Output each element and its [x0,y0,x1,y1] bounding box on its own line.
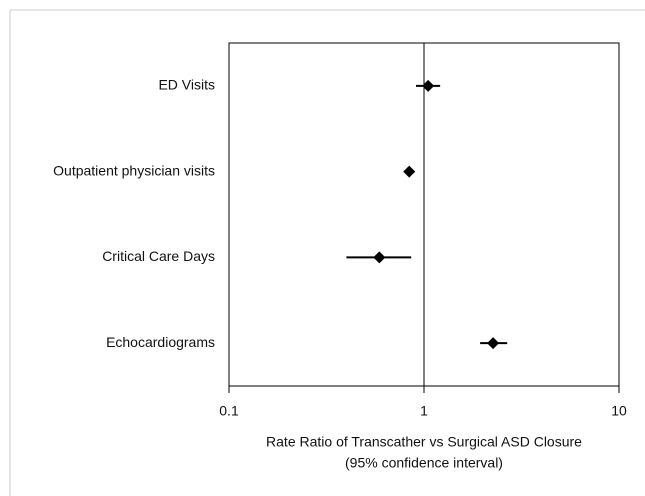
point [422,79,435,92]
x-tick-label: 0.1 [219,403,239,419]
x-tick-label: 10 [611,403,627,419]
y-tick-label: Echocardiograms [106,334,215,350]
point [403,165,416,178]
x-tick-label: 1 [420,403,428,419]
y-tick-label: ED Visits [158,77,215,93]
point [487,337,500,350]
x-axis-label: Rate Ratio of Transcather vs Surgical AS… [266,434,582,450]
x-axis-label: (95% confidence interval) [345,455,503,471]
y-tick-label: Critical Care Days [102,248,215,264]
y-tick-label: Outpatient physician visits [53,162,215,178]
point [373,251,386,264]
